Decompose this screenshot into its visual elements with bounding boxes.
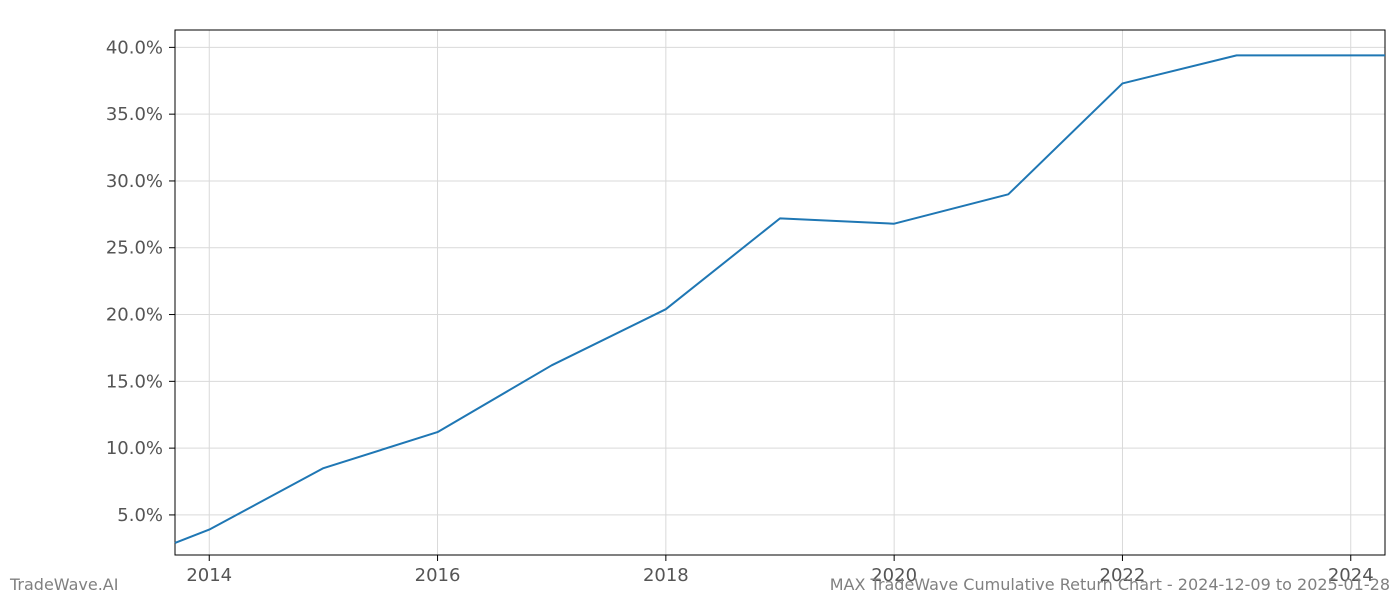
svg-text:10.0%: 10.0% (106, 438, 163, 459)
svg-text:30.0%: 30.0% (106, 171, 163, 192)
svg-text:5.0%: 5.0% (117, 505, 163, 526)
footer-left-label: TradeWave.AI (10, 575, 118, 594)
svg-text:35.0%: 35.0% (106, 104, 163, 125)
svg-text:15.0%: 15.0% (106, 371, 163, 392)
svg-text:2018: 2018 (643, 565, 689, 586)
footer-right-label: MAX TradeWave Cumulative Return Chart - … (830, 575, 1390, 594)
svg-text:20.0%: 20.0% (106, 305, 163, 326)
svg-text:25.0%: 25.0% (106, 238, 163, 259)
chart-container: 2014201620182020202220245.0%10.0%15.0%20… (0, 0, 1400, 600)
line-chart: 2014201620182020202220245.0%10.0%15.0%20… (0, 0, 1400, 600)
svg-text:2014: 2014 (186, 565, 232, 586)
svg-text:40.0%: 40.0% (106, 37, 163, 58)
svg-text:2016: 2016 (415, 565, 461, 586)
